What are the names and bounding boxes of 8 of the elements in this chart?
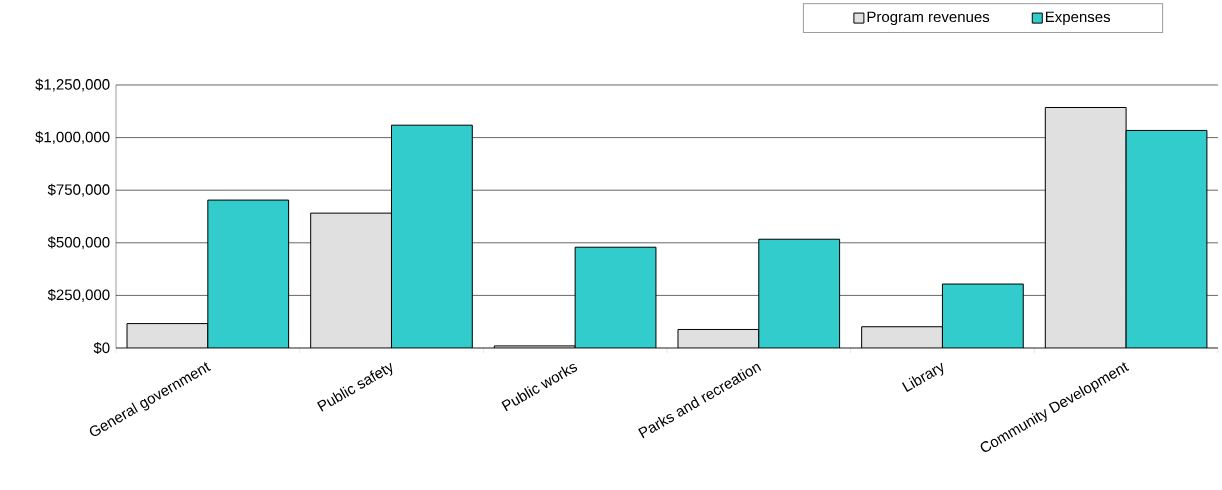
y-tick-label: $1,000,000 [35,131,110,145]
y-tick-label: $250,000 [47,288,110,302]
legend-label: Program revenues [867,11,990,26]
legend-label: Expenses [1046,11,1111,26]
y-tick-label: $0 [93,341,110,355]
y-tick-label: $750,000 [47,183,110,197]
y-tick-label: $1,250,000 [35,78,110,92]
y-tick-label: $500,000 [47,236,110,250]
